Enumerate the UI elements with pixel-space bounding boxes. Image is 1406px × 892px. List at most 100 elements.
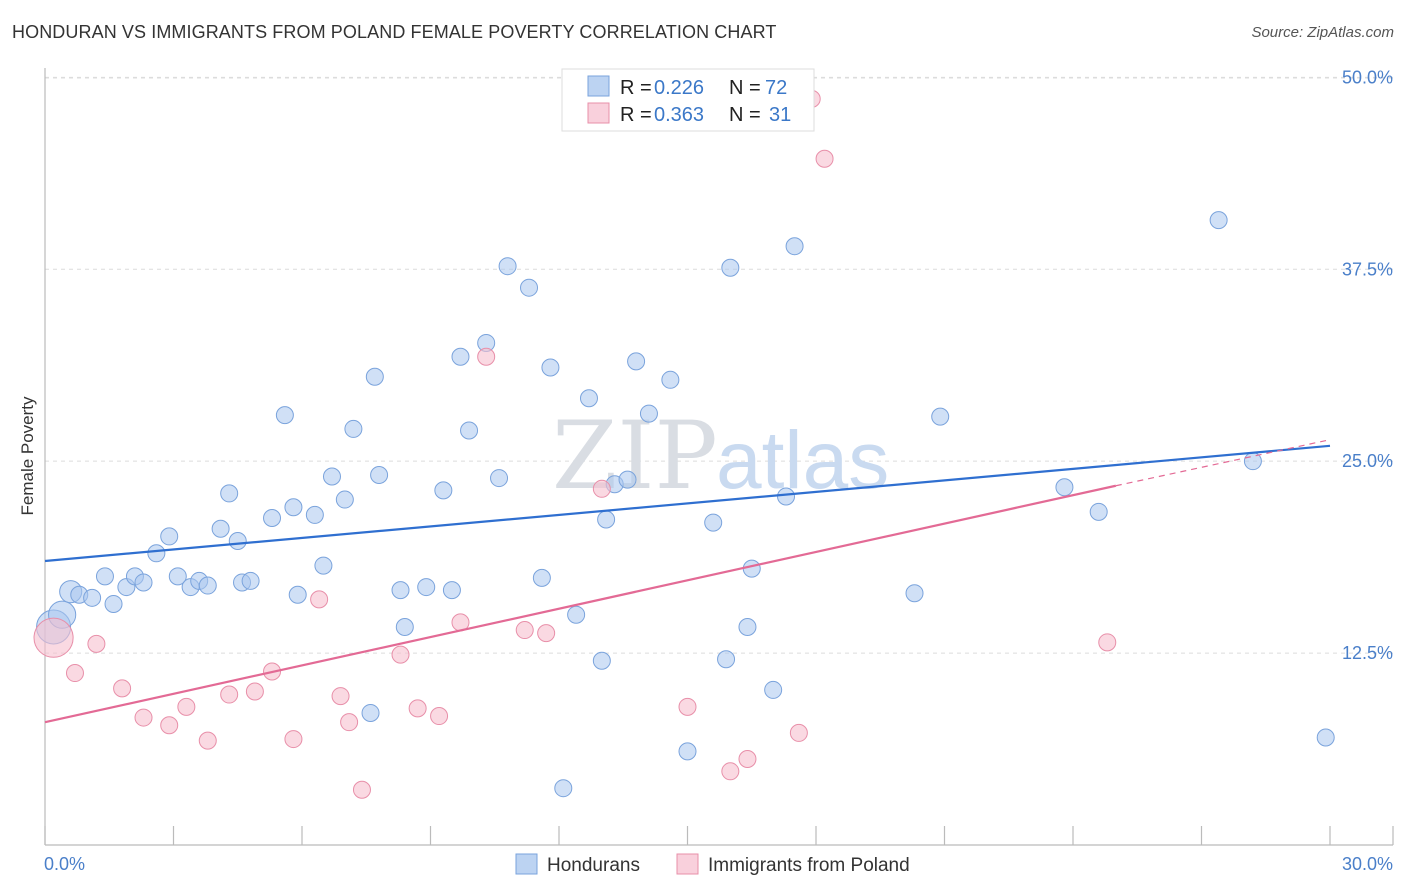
series-label-poland: Immigrants from Poland	[708, 855, 910, 876]
legend-n-label: N =	[729, 104, 761, 126]
point-hondurans	[322, 467, 341, 486]
point-hondurans	[777, 487, 796, 506]
point-hondurans	[391, 581, 410, 600]
point-hondurans	[220, 484, 239, 503]
point-poland	[134, 708, 153, 727]
y-tick-label: 12.5%	[1342, 643, 1393, 663]
point-poland	[789, 723, 808, 742]
point-hondurans	[275, 406, 294, 425]
point-hondurans	[905, 584, 924, 603]
point-hondurans	[335, 490, 354, 509]
point-poland	[391, 645, 410, 664]
point-hondurans	[764, 680, 783, 699]
point-hondurans	[134, 573, 153, 592]
point-hondurans	[314, 556, 333, 575]
data-points	[33, 89, 1335, 799]
point-poland	[537, 624, 556, 643]
point-hondurans	[717, 650, 736, 669]
point-hondurans	[344, 419, 363, 438]
point-hondurans	[1209, 211, 1228, 230]
point-hondurans	[678, 742, 697, 761]
x-tick-label: 30.0%	[1342, 854, 1393, 874]
point-hondurans	[263, 508, 282, 527]
point-hondurans	[460, 421, 479, 440]
point-hondurans	[395, 617, 414, 636]
chart-source: Source: ZipAtlas.com	[1251, 24, 1394, 41]
point-poland	[408, 699, 427, 718]
point-hondurans	[498, 257, 517, 276]
point-hondurans	[147, 544, 166, 563]
point-hondurans	[567, 605, 586, 624]
point-hondurans	[211, 519, 230, 538]
tick-labels: 12.5% 25.0% 37.5% 50.0% 0.0% 30.0%	[44, 67, 1393, 874]
point-hondurans	[1089, 502, 1108, 521]
point-hondurans	[721, 258, 740, 277]
point-hondurans	[532, 568, 551, 587]
point-poland	[592, 479, 611, 498]
watermark-atlas: atlas	[716, 415, 889, 506]
point-poland	[198, 731, 217, 750]
point-poland	[87, 634, 106, 653]
gridlines	[45, 76, 1393, 654]
watermark-zip: ZIP	[552, 402, 718, 511]
point-hondurans	[554, 779, 573, 798]
point-hondurans	[361, 703, 380, 722]
point-hondurans	[370, 465, 389, 484]
point-poland	[310, 590, 329, 609]
point-hondurans	[417, 578, 436, 597]
point-poland	[352, 780, 371, 799]
point-hondurans	[1055, 478, 1074, 497]
point-hondurans	[627, 352, 646, 371]
point-hondurans	[198, 576, 217, 595]
point-poland	[284, 730, 303, 749]
point-poland	[340, 713, 359, 732]
point-poland	[477, 347, 496, 366]
legend-swatch-hondurans	[587, 75, 610, 97]
point-hondurans	[931, 407, 950, 426]
legend-r-poland: 0.363	[654, 104, 704, 126]
point-hondurans	[1316, 728, 1335, 747]
point-poland	[65, 664, 84, 683]
x-tick-label: 0.0%	[44, 854, 85, 874]
point-poland	[113, 679, 132, 698]
point-poland	[1098, 633, 1117, 652]
point-hondurans	[168, 567, 187, 586]
point-hondurans	[592, 651, 611, 670]
legend-r-hondurans: 0.226	[654, 77, 704, 99]
point-poland	[245, 682, 264, 701]
point-hondurans	[305, 505, 324, 524]
point-hondurans	[284, 498, 303, 517]
point-poland	[815, 149, 834, 168]
axes	[44, 68, 1394, 846]
watermark: ZIP atlas	[552, 402, 889, 511]
y-tick-label: 25.0%	[1342, 451, 1393, 471]
legend-n-hondurans: 72	[765, 77, 787, 99]
series-swatch-poland	[676, 853, 699, 875]
point-hondurans	[704, 513, 723, 532]
point-hondurans	[618, 470, 637, 489]
series-swatch-hondurans	[515, 853, 538, 875]
point-poland	[177, 697, 196, 716]
trend-line-poland	[44, 484, 1117, 724]
series-label-hondurans: Hondurans	[547, 855, 640, 876]
point-hondurans	[241, 571, 260, 590]
point-hondurans	[490, 469, 509, 488]
correlation-legend: R = 0.226 N = 72 R = 0.363 N = 31	[561, 68, 815, 132]
point-hondurans	[442, 581, 461, 600]
y-tick-label: 50.0%	[1342, 67, 1393, 87]
point-poland	[331, 687, 350, 706]
point-hondurans	[434, 481, 453, 500]
trend-line-poland-extension	[1115, 439, 1331, 487]
point-hondurans	[104, 594, 123, 613]
legend-r-label: R =	[620, 104, 652, 126]
point-hondurans	[597, 510, 616, 529]
point-hondurans	[365, 367, 384, 386]
point-hondurans	[785, 237, 804, 256]
point-hondurans	[520, 278, 539, 297]
point-poland	[430, 707, 449, 726]
point-hondurans	[639, 404, 658, 423]
legend-r-label: R =	[620, 77, 652, 99]
point-poland	[678, 697, 697, 716]
legend-swatch-poland	[587, 102, 610, 124]
